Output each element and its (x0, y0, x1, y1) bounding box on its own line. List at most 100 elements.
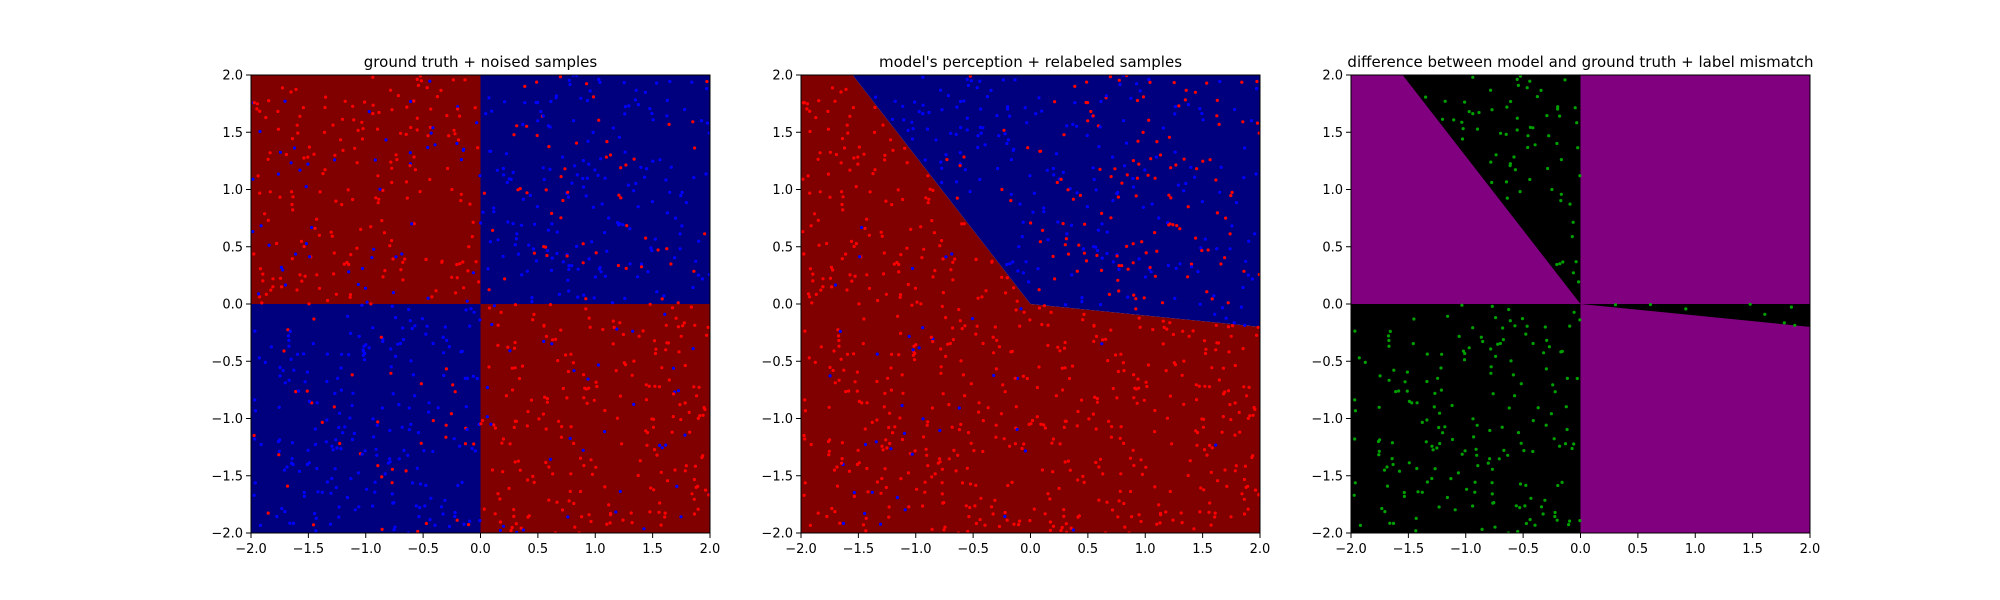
data-point (1017, 523, 1021, 527)
data-point (1061, 222, 1065, 226)
data-point (1463, 351, 1467, 356)
data-point (1186, 205, 1190, 209)
data-point (1789, 305, 1793, 309)
data-point (930, 219, 934, 223)
data-point (520, 273, 524, 277)
data-point (414, 504, 418, 508)
data-point (889, 388, 894, 392)
data-point (887, 505, 891, 509)
data-point (1206, 248, 1210, 252)
data-point (1519, 441, 1523, 445)
data-point (883, 158, 887, 162)
data-point (590, 240, 594, 244)
data-point (276, 127, 280, 131)
data-point (379, 335, 383, 339)
data-point (647, 384, 651, 388)
data-point (410, 327, 414, 331)
data-point (668, 79, 672, 84)
data-point (814, 292, 818, 296)
data-point (356, 128, 360, 132)
data-point (1082, 312, 1086, 316)
data-point (566, 515, 570, 519)
data-point (428, 125, 432, 129)
x-tick-label: −1.0 (1450, 542, 1482, 557)
data-point (828, 276, 833, 280)
data-point (664, 348, 668, 352)
data-point (611, 319, 615, 323)
data-point (1162, 325, 1166, 329)
data-point (1553, 510, 1557, 515)
data-point (561, 155, 565, 159)
data-point (1441, 431, 1445, 435)
data-point (1648, 303, 1653, 307)
data-point (261, 272, 265, 276)
data-point (1020, 446, 1024, 451)
data-point (1215, 114, 1219, 118)
data-point (835, 465, 839, 469)
data-point (1210, 366, 1214, 370)
data-point (1116, 278, 1120, 282)
data-point (532, 312, 536, 316)
data-point (1556, 107, 1560, 111)
data-point (864, 516, 868, 521)
data-point (1170, 442, 1174, 446)
data-point (996, 166, 1000, 171)
data-point (378, 187, 382, 191)
data-point (923, 480, 927, 484)
data-point (969, 79, 974, 83)
data-point (883, 467, 887, 471)
data-point (705, 121, 710, 125)
data-point (639, 265, 644, 269)
data-point (1129, 96, 1133, 100)
data-point (676, 301, 680, 305)
data-point (666, 341, 671, 345)
data-point (968, 75, 972, 78)
data-point (1215, 247, 1219, 251)
data-point (1005, 518, 1009, 522)
data-point (388, 457, 392, 461)
data-point (1006, 483, 1010, 488)
data-point (632, 402, 636, 406)
data-point (1107, 292, 1111, 296)
data-point (1144, 465, 1148, 469)
data-point (548, 125, 552, 129)
data-point (628, 262, 632, 266)
data-point (1440, 117, 1445, 121)
data-point (1037, 306, 1041, 310)
data-point (429, 107, 433, 111)
data-point (1117, 499, 1121, 503)
data-point (979, 131, 983, 135)
data-point (1040, 322, 1044, 327)
data-point (1353, 481, 1357, 485)
data-point (252, 493, 256, 497)
data-point (835, 484, 840, 488)
data-point (1091, 114, 1095, 118)
data-point (536, 101, 540, 105)
data-point (923, 490, 927, 494)
data-point (431, 126, 435, 130)
data-point (1257, 131, 1260, 135)
data-point (1233, 469, 1237, 473)
data-point (951, 278, 955, 282)
data-point (882, 251, 886, 255)
data-point (1528, 125, 1532, 129)
data-point (1110, 508, 1115, 512)
data-point (568, 436, 572, 440)
data-point (1388, 521, 1392, 525)
data-point (1138, 325, 1142, 329)
data-point (1513, 168, 1517, 172)
data-point (1515, 77, 1519, 81)
data-point (864, 529, 868, 533)
data-point (428, 79, 432, 83)
data-point (629, 511, 633, 515)
data-point (261, 279, 265, 283)
data-point (403, 257, 407, 261)
data-point (580, 515, 584, 519)
data-point (1106, 359, 1110, 363)
data-point (298, 114, 302, 118)
data-point (636, 103, 641, 107)
y-tick-label: 1.0 (772, 183, 793, 198)
data-point (589, 519, 593, 524)
data-point (1443, 99, 1447, 103)
data-point (1059, 177, 1063, 181)
